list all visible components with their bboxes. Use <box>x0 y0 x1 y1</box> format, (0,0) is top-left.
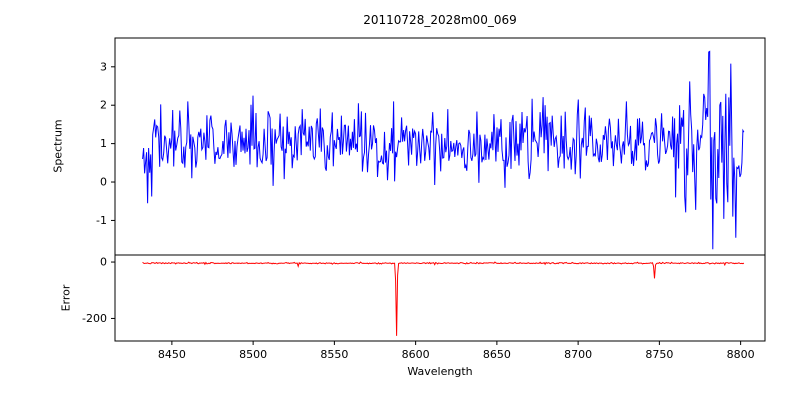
x-tick-label: 8450 <box>158 348 186 361</box>
y-tick-label: 3 <box>100 60 107 73</box>
x-axis-label: Wavelength <box>407 365 473 378</box>
x-tick-label: 8600 <box>402 348 430 361</box>
x-tick-label: 8650 <box>483 348 511 361</box>
y-tick-label: 2 <box>100 99 107 112</box>
spectrum-line <box>142 50 745 250</box>
x-tick-label: 8500 <box>239 348 267 361</box>
y-tick-label: -1 <box>96 214 107 227</box>
x-tick-label: 8700 <box>564 348 592 361</box>
x-tick-label: 8800 <box>727 348 755 361</box>
x-tick-label: 8750 <box>645 348 673 361</box>
y-tick-label: -200 <box>82 312 107 325</box>
chart-title: 20110728_2028m00_069 <box>363 13 517 27</box>
x-tick-label: 8550 <box>320 348 348 361</box>
y-tick-label: 0 <box>100 176 107 189</box>
y-tick-label: 0 <box>100 256 107 269</box>
y-tick-label: 1 <box>100 137 107 150</box>
y-axis-label-spectrum: Spectrum <box>51 119 65 173</box>
y-axis-label-error: Error <box>59 284 73 312</box>
panel-border-error <box>114 254 766 342</box>
error-line <box>142 261 745 336</box>
